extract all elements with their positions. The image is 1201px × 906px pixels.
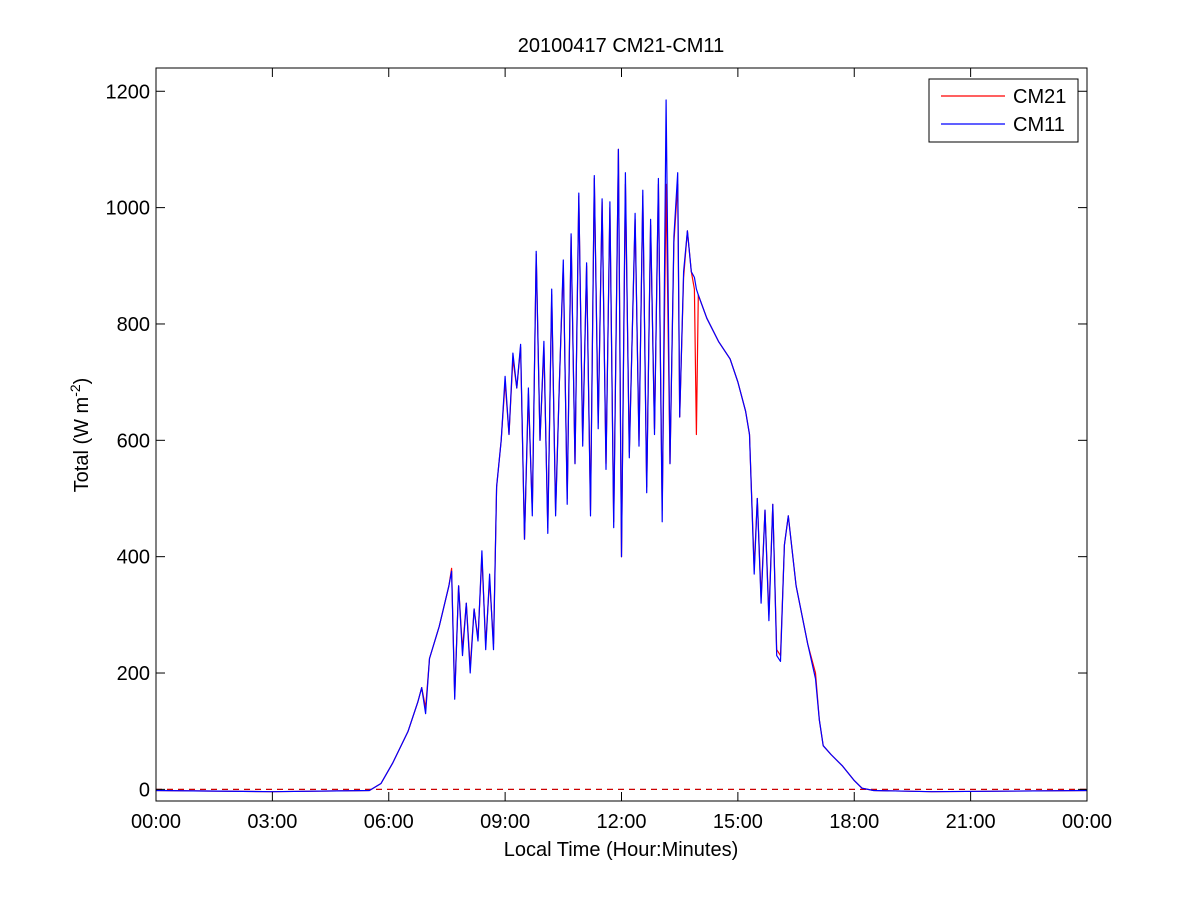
legend: CM21 CM11	[928, 78, 1079, 143]
x-tick-label: 12:00	[596, 811, 646, 833]
x-tick-label: 15:00	[713, 811, 763, 833]
y-axis-label-close: )	[71, 378, 93, 385]
series-line-cm11	[155, 99, 1088, 793]
y-axis-label: Total (W m-2)	[67, 378, 93, 493]
x-tick-label: 21:00	[946, 811, 996, 833]
x-tick-label: 09:00	[480, 811, 530, 833]
legend-label-cm21: CM21	[1013, 86, 1066, 108]
chart-title: 20100417 CM21-CM11	[518, 35, 724, 57]
y-tick-label: 1200	[106, 81, 151, 103]
x-tick-label: 03:00	[247, 811, 297, 833]
axes-background	[156, 68, 1087, 801]
x-axis-label: Local Time (Hour:Minutes)	[504, 839, 739, 861]
x-tick-label: 00:00	[131, 811, 181, 833]
y-axis-label-text: Total (W m	[71, 397, 93, 493]
x-tick-label: 18:00	[829, 811, 879, 833]
plot-area: 00:00 03:00 06:00 09:00 12:00 15:00 18:00 21:00…	[106, 67, 1112, 833]
x-tick-label: 06:00	[364, 811, 414, 833]
y-tick-label: 200	[117, 663, 150, 685]
y-tick-label: 0	[139, 779, 150, 801]
y-tick-label: 800	[117, 314, 150, 336]
y-axis-label-superscript: -2	[67, 384, 83, 397]
y-tick-label: 1000	[106, 198, 151, 220]
y-tick-label: 600	[117, 430, 150, 452]
legend-box	[928, 78, 1079, 143]
y-tick-label: 400	[117, 547, 150, 569]
x-tick-label: 00:00	[1062, 811, 1112, 833]
legend-label-cm11: CM11	[1013, 114, 1065, 136]
